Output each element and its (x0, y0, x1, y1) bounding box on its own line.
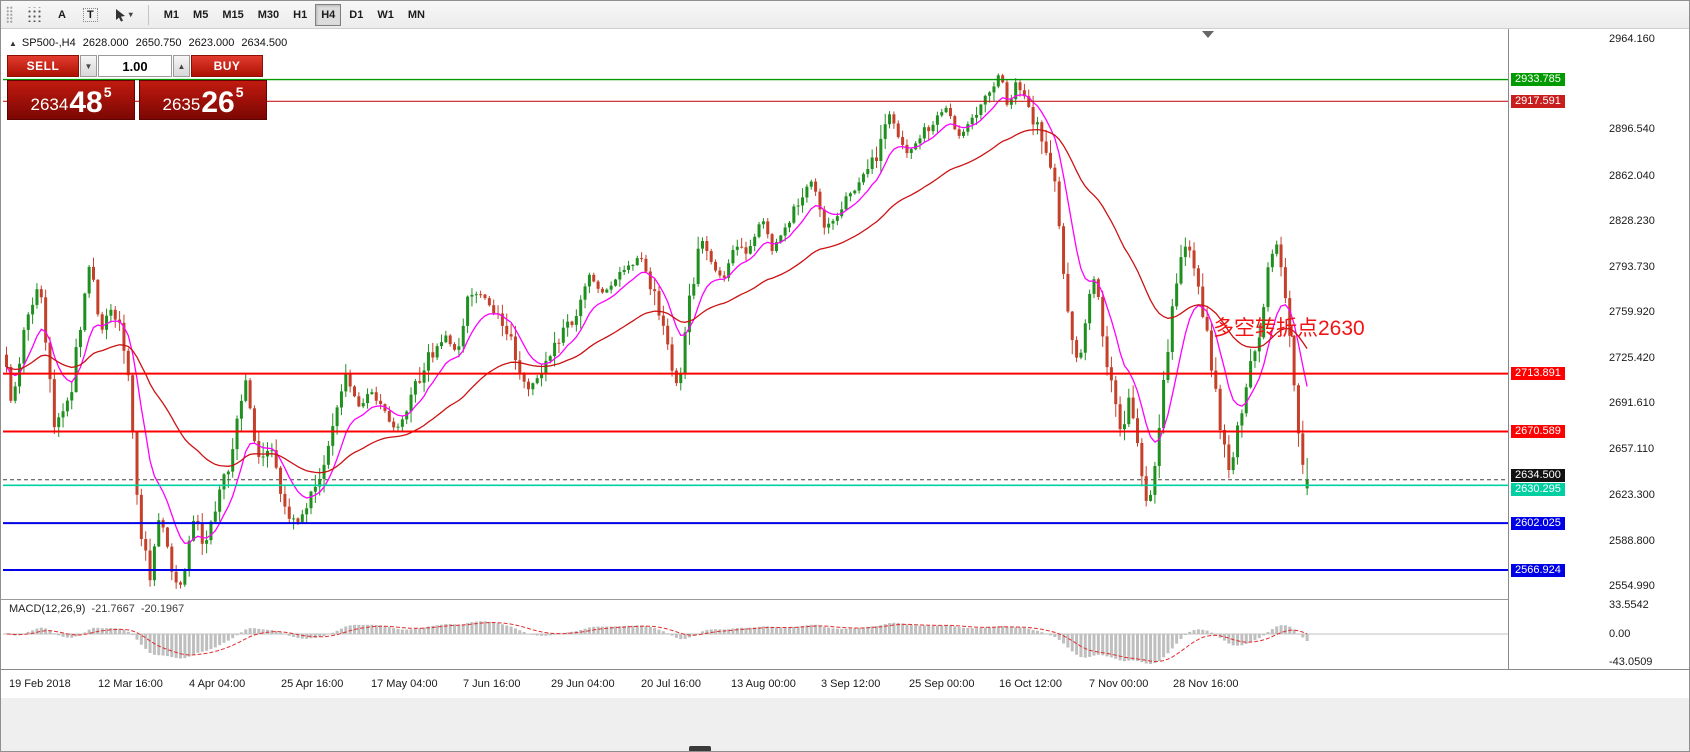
timeframe-button-h4[interactable]: H4 (315, 3, 342, 26)
symbol-marker-icon: ▲ (9, 38, 17, 48)
toolbar-drag-handle[interactable] (6, 5, 13, 24)
volume-increase-button[interactable]: ▲ (173, 55, 190, 77)
chart-header: ▲ SP500-,H4 2628.000 2650.750 2623.000 2… (9, 37, 287, 49)
time-axis-label: 20 Jul 16:00 (641, 678, 701, 690)
sell-price-display[interactable]: 2634 48 5 (7, 80, 135, 120)
time-axis-label: 12 Mar 16:00 (98, 678, 163, 690)
price-axis-label: 2896.540 (1609, 123, 1655, 136)
bottom-strip (1, 697, 1689, 751)
sell-price-pips: 48 (69, 86, 103, 119)
timeframe-button-m1[interactable]: M1 (158, 4, 185, 26)
main-toolbar: A T ▾ M1 M5 M15 M30 H1 H4 D1 W1 MN (1, 1, 1689, 29)
price-axis-label: 2862.040 (1609, 169, 1655, 182)
timeframe-button-m30[interactable]: M30 (252, 4, 285, 26)
sell-price-point: 5 (103, 84, 112, 100)
price-axis-label: 2657.110 (1609, 443, 1655, 456)
price-axis-label: 2828.230 (1609, 214, 1655, 227)
time-axis-label: 3 Sep 12:00 (821, 678, 881, 690)
text-t-icon: T (83, 7, 98, 22)
pane-separator[interactable] (1, 599, 1689, 600)
time-axis-label: 29 Jun 04:00 (551, 678, 615, 690)
timeframe-button-h1[interactable]: H1 (287, 4, 313, 26)
time-axis-label: 25 Apr 16:00 (281, 678, 344, 690)
price-axis-label: 2691.610 (1609, 397, 1655, 410)
level-price-badge: 2602.025 (1511, 516, 1565, 530)
macd-scale-label: -43.0509 (1609, 656, 1653, 668)
time-axis-label: 4 Apr 04:00 (189, 678, 246, 690)
level-price-badge: 2630.295 (1511, 482, 1565, 496)
macd-main-value: -21.7667 (91, 603, 135, 615)
text-label-tool-button[interactable]: T (77, 4, 104, 26)
price-chart[interactable] (3, 29, 1508, 669)
timeframe-toolbar: M1 M5 M15 M30 H1 H4 D1 W1 MN (157, 3, 432, 26)
time-axis-label: 16 Oct 12:00 (999, 678, 1062, 690)
time-axis-label: 7 Jun 16:00 (463, 678, 521, 690)
level-price-badge: 2933.785 (1511, 73, 1565, 87)
macd-label: MACD(12,26,9) (9, 603, 86, 615)
timeframe-button-m15[interactable]: M15 (216, 4, 249, 26)
ma-slow-line (6, 128, 1308, 474)
toolbar-separator (147, 4, 149, 25)
chart-shift-marker-icon[interactable] (1202, 31, 1214, 38)
ma-fast-line (5, 94, 1308, 544)
candles (5, 73, 1309, 589)
sell-button[interactable]: SELL (7, 55, 79, 77)
price-axis-label: 2759.920 (1609, 306, 1655, 319)
volume-decrease-button[interactable]: ▼ (80, 55, 97, 77)
price-axis-label: 2623.300 (1609, 488, 1655, 501)
chart-area: ▲ SP500-,H4 2628.000 2650.750 2623.000 2… (1, 29, 1689, 698)
buy-price-pips: 26 (201, 86, 235, 119)
price-axis-label: 2588.800 (1609, 534, 1655, 547)
timeframe-button-m5[interactable]: M5 (187, 4, 214, 26)
buy-price-point: 5 (235, 84, 244, 100)
volume-input[interactable] (98, 55, 172, 77)
macd-signal-line (6, 621, 1308, 663)
macd-indicator-header: MACD(12,26,9) -21.7667 -20.1967 (9, 603, 184, 615)
price-axis[interactable]: 2964.160 2896.540 2862.040 2828.230 2793.730… (1508, 29, 1689, 669)
time-axis-label: 13 Aug 00:00 (731, 678, 796, 690)
buy-button[interactable]: BUY (191, 55, 263, 77)
level-price-badge: 2917.591 (1511, 94, 1565, 108)
annotation-letter-tool-button[interactable]: A (51, 4, 73, 26)
one-click-trading-panel: SELL ▼ ▲ BUY 2634 48 5 2635 26 5 (7, 55, 267, 120)
timeframe-button-d1[interactable]: D1 (343, 4, 369, 26)
taskbar-fragment (689, 746, 711, 751)
grid-dots-icon (26, 7, 41, 22)
timeframe-button-mn[interactable]: MN (402, 4, 431, 26)
macd-scale-label: 33.5542 (1609, 599, 1649, 611)
chevron-down-icon: ▾ (128, 10, 133, 19)
macd-histogram (5, 621, 1309, 664)
ohlc-high: 2650.750 (135, 37, 182, 49)
sell-price-prefix: 2634 (30, 95, 69, 114)
price-axis-label: 2793.730 (1609, 260, 1655, 273)
timeframe-button-w1[interactable]: W1 (371, 4, 400, 26)
level-price-badge: 2670.589 (1511, 424, 1565, 438)
time-axis[interactable]: 19 Feb 2018 12 Mar 16:00 4 Apr 04:00 25 Apr… (1, 669, 1689, 698)
cursor-arrow-icon (115, 8, 125, 22)
time-axis-label: 19 Feb 2018 (9, 678, 71, 690)
time-axis-label: 25 Sep 00:00 (909, 678, 975, 690)
buy-price-prefix: 2635 (162, 95, 201, 114)
ohlc-close: 2634.500 (241, 37, 288, 49)
price-axis-label: 2554.990 (1609, 580, 1655, 592)
level-price-badge: 2566.924 (1511, 563, 1565, 577)
price-axis-label: 2725.420 (1609, 352, 1655, 365)
level-price-badge: 2713.891 (1511, 367, 1565, 381)
tick-grid-tool-button[interactable] (20, 4, 47, 26)
time-axis-label: 7 Nov 00:00 (1089, 678, 1149, 690)
cursor-tool-button[interactable]: ▾ (108, 4, 139, 26)
current-price-badge: 2634.500 (1511, 469, 1565, 483)
symbol-title: SP500-,H4 (21, 37, 76, 49)
time-axis-label: 28 Nov 16:00 (1173, 678, 1239, 690)
time-axis-label: 17 May 04:00 (371, 678, 438, 690)
macd-signal-value: -20.1967 (140, 603, 185, 615)
ohlc-low: 2623.000 (188, 37, 235, 49)
price-axis-label: 2964.160 (1609, 33, 1655, 45)
macd-scale-label: 0.00 (1609, 628, 1631, 640)
letter-a-icon: A (58, 8, 66, 21)
chart-annotation-text[interactable]: 多空转折点2630 (1213, 317, 1365, 340)
ohlc-open: 2628.000 (82, 37, 129, 49)
buy-price-display[interactable]: 2635 26 5 (139, 80, 267, 120)
